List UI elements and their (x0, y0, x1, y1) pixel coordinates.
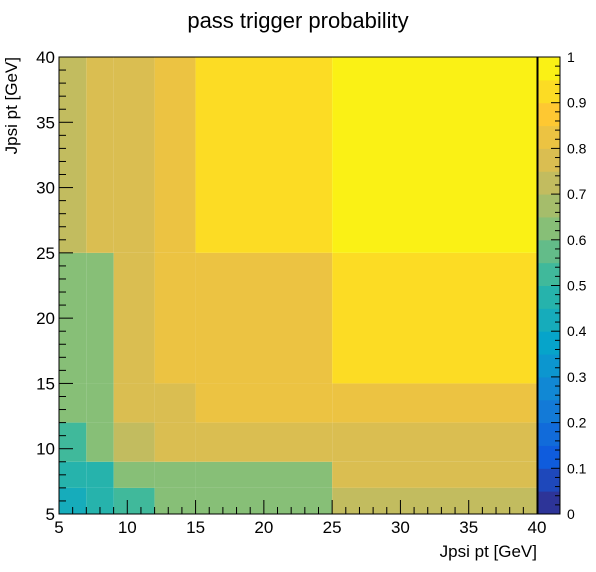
colorbar-tick-label: 1 (567, 49, 575, 65)
colorbar-band (538, 216, 560, 241)
heatmap-cell (113, 383, 155, 423)
colorbar-band (538, 194, 560, 218)
x-tick-label: 20 (254, 518, 273, 537)
heatmap-cell (154, 383, 196, 423)
colorbar-tick-label: 0.9 (567, 95, 587, 111)
x-tick-label: 15 (186, 518, 205, 537)
colorbar-band (538, 102, 560, 127)
y-tick-label: 5 (46, 505, 55, 524)
colorbar-band (538, 79, 560, 104)
heatmap-cell (154, 487, 196, 514)
heatmap-cell (113, 487, 155, 514)
heatmap-cell (154, 461, 196, 488)
heatmap-cell (332, 252, 537, 384)
heatmap-cell (59, 383, 87, 423)
heatmap-cell (195, 57, 333, 253)
heatmap-cell (86, 252, 114, 384)
heatmap-cell (332, 487, 537, 514)
heatmap-cell (86, 461, 114, 488)
colorbar-tick-label: 0.5 (567, 278, 587, 294)
colorbar-band (538, 468, 560, 492)
y-tick-label: 15 (36, 374, 55, 393)
colorbar-tick-label: 0.2 (567, 415, 587, 431)
x-tick-label: 30 (391, 518, 410, 537)
colorbar-band (538, 491, 560, 515)
heatmap-cell (332, 57, 537, 253)
colorbar-band (538, 57, 560, 81)
colorbar-tick-label: 0.7 (567, 186, 587, 202)
heatmap-cell (195, 422, 333, 462)
heatmap-cell (113, 57, 155, 253)
heatmap-cell (195, 252, 333, 384)
heatmap-cell (59, 57, 87, 253)
colorbar-tick-label: 0.1 (567, 460, 587, 476)
heatmap-cell (154, 422, 196, 462)
colorbar-band (538, 125, 560, 149)
colorbar-band (538, 171, 560, 195)
x-tick-label: 35 (459, 518, 478, 537)
heatmap-cell (59, 422, 87, 462)
x-tick-label: 25 (323, 518, 342, 537)
colorbar-band (538, 354, 560, 378)
heatmap-cell (332, 383, 537, 423)
heatmap-cell (86, 422, 114, 462)
heatmap-cell (195, 461, 333, 488)
y-axis-label: Jpsi pt [GeV] (2, 57, 21, 154)
heatmap-cell (154, 252, 196, 384)
x-axis-label: Jpsi pt [GeV] (440, 542, 537, 561)
y-tick-label: 25 (36, 244, 55, 263)
colorbar-band (538, 376, 560, 401)
y-axis: 5 10 15 20 25 30 35 40 (36, 48, 73, 524)
heatmap-cell (332, 422, 537, 462)
heatmap-cell (113, 461, 155, 488)
colorbar-band (538, 148, 560, 172)
y-tick-label: 35 (36, 113, 55, 132)
y-tick-label: 40 (36, 48, 55, 67)
heatmap-cells (59, 57, 537, 514)
colorbar: 0 0.1 0.2 0.3 0.4 0.5 0.6 0.7 0.8 0.9 1 (537, 49, 587, 522)
heatmap-cell (332, 461, 537, 488)
plot-frame (58, 56, 538, 515)
colorbar-band (538, 422, 560, 446)
y-tick-label: 10 (36, 440, 55, 459)
colorbar-tick-label: 0.3 (567, 369, 587, 385)
heatmap-cell (86, 57, 114, 253)
colorbar-band (538, 239, 560, 264)
colorbar-band (538, 262, 560, 286)
x-tick-label: 5 (54, 518, 63, 537)
colorbar-tick-label: 0.4 (567, 323, 587, 339)
colorbar-band (538, 331, 560, 355)
x-axis: 5 10 15 20 25 30 35 40 (54, 500, 546, 537)
heatmap-cell (86, 383, 114, 423)
x-tick-label: 40 (528, 518, 547, 537)
heatmap-cell (195, 383, 333, 423)
heatmap-cell (154, 57, 196, 253)
x-tick-label: 10 (118, 518, 137, 537)
heatmap-cell (113, 252, 155, 384)
y-tick-label: 30 (36, 179, 55, 198)
colorbar-band (538, 445, 560, 469)
colorbar-tick-label: 0.6 (567, 232, 587, 248)
chart-title: pass trigger probability (187, 8, 408, 33)
colorbar-band (538, 399, 560, 424)
y-tick-label: 20 (36, 309, 55, 328)
colorbar-band (538, 308, 560, 332)
colorbar-tick-label: 0 (567, 506, 575, 522)
colorbar-tick-label: 0.8 (567, 140, 587, 156)
colorbar-band (538, 285, 560, 309)
heatmap-cell (113, 422, 155, 462)
